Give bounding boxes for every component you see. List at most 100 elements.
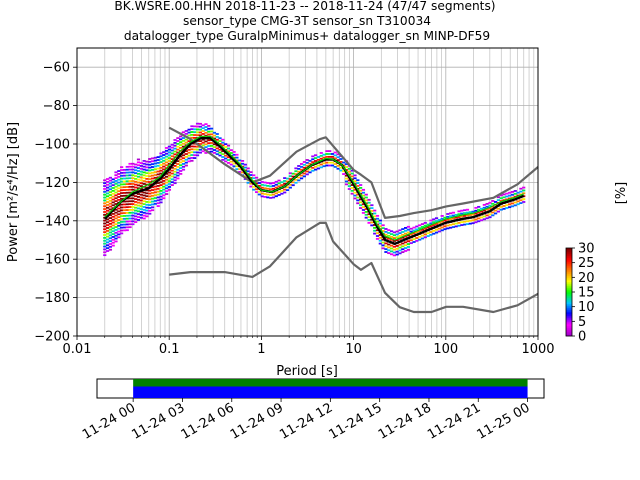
psd-density-cell [105, 238, 110, 241]
psd-density-cell [134, 169, 138, 172]
psd-density-cell [493, 212, 498, 215]
psd-density-cell [125, 220, 129, 223]
psd-density-cell [173, 164, 177, 167]
coverage-used-bar [133, 379, 528, 387]
psd-density-cell [145, 169, 149, 172]
colorbar-cell [566, 286, 572, 289]
psd-density-cell [108, 202, 112, 205]
psd-density-cell [184, 153, 188, 155]
psd-density-cell [319, 163, 323, 166]
psd-density-cell [139, 182, 143, 185]
psd-density-cell [103, 231, 107, 234]
psd-density-cell [148, 163, 152, 166]
psd-density-cell [134, 209, 138, 212]
psd-density-cell [406, 231, 411, 234]
psd-density-cell [488, 213, 492, 216]
psd-density-cell [179, 158, 183, 161]
psd-density-cell [184, 138, 188, 141]
psd-density-cell [105, 221, 110, 224]
psd-density-cell [195, 122, 200, 125]
psd-density-cell [108, 188, 112, 191]
psd-density-cell [201, 130, 205, 132]
psd-density-cell [117, 210, 121, 213]
psd-density-cell [406, 248, 411, 251]
psd-density-cell [165, 187, 169, 190]
psd-density-cell [359, 186, 363, 189]
psd-density-cell [226, 147, 231, 150]
psd-density-cell [381, 238, 385, 241]
psd-density-cell [446, 218, 450, 221]
psd-density-cell [114, 197, 118, 200]
psd-density-cell [120, 197, 124, 200]
psd-density-cell [108, 245, 112, 248]
psd-density-cell [510, 202, 515, 205]
psd-density-cell [513, 190, 517, 192]
psd-density-cell [165, 149, 169, 152]
psd-density-cell [226, 156, 231, 159]
psd-density-cell [153, 176, 157, 179]
psd-density-cell [134, 201, 138, 203]
psd-density-cell [328, 155, 332, 158]
psd-density-cell [114, 203, 118, 205]
psd-density-cell [224, 146, 228, 148]
psd-density-cell [344, 177, 349, 180]
psd-density-cell [305, 173, 309, 176]
psd-density-cell [128, 185, 132, 188]
psd-density-cell [384, 233, 388, 236]
psd-density-cell [440, 215, 444, 217]
psd-density-cell [190, 133, 194, 136]
psd-density-cell [240, 171, 245, 174]
psd-density-cell [314, 160, 318, 162]
psd-density-cell [409, 242, 413, 245]
psd-density-cell [122, 189, 127, 191]
psd-density-cell [114, 191, 118, 194]
psd-density-cell [190, 148, 194, 151]
psd-density-cell [519, 199, 523, 202]
psd-density-cell [131, 217, 135, 220]
psd-density-cell [159, 195, 163, 198]
psd-density-cell [173, 182, 177, 185]
psd-density-cell [235, 165, 239, 168]
psd-density-cell [165, 184, 169, 187]
psd-density-cell [173, 139, 177, 141]
psd-density-cell [117, 181, 121, 184]
psd-density-cell [131, 208, 135, 211]
psd-density-cell [375, 237, 380, 240]
psd-density-cell [401, 228, 405, 230]
psd-density-cell [271, 187, 276, 190]
psd-density-cell [122, 177, 127, 180]
psd-density-cell [145, 163, 149, 166]
psd-density-cell [252, 188, 256, 191]
psd-density-cell [176, 177, 180, 180]
psd-density-cell [111, 195, 115, 198]
psd-density-cell [148, 189, 152, 192]
psd-density-cell [162, 194, 166, 197]
psd-density-cell [195, 151, 200, 154]
psd-density-cell [302, 163, 306, 166]
psd-density-cell [162, 191, 166, 194]
psd-density-cell [142, 206, 146, 208]
psd-density-cell [210, 133, 214, 136]
psd-density-cell [179, 141, 183, 144]
psd-density-cell [449, 215, 453, 218]
psd-density-cell [398, 229, 402, 232]
psd-density-cell [395, 244, 399, 247]
psd-density-cell [426, 223, 430, 226]
psd-density-cell [181, 145, 186, 148]
psd-density-cell [389, 253, 394, 256]
psd-density-cell [322, 165, 326, 168]
psd-density-cell [131, 171, 135, 174]
psd-density-cell [179, 172, 183, 175]
psd-density-cell [361, 211, 366, 214]
colorbar-cell [566, 330, 572, 333]
psd-density-cell [350, 189, 354, 192]
psd-density-cell [128, 168, 132, 171]
psd-density-cell [437, 230, 441, 233]
psd-density-cell [269, 197, 273, 199]
psd-density-cell [159, 158, 163, 161]
psd-density-cell [508, 191, 512, 194]
noise-model-high-line [168, 126, 539, 219]
psd-density-cell [148, 160, 152, 163]
psd-density-cell [415, 228, 419, 231]
psd-density-cell [142, 180, 146, 182]
